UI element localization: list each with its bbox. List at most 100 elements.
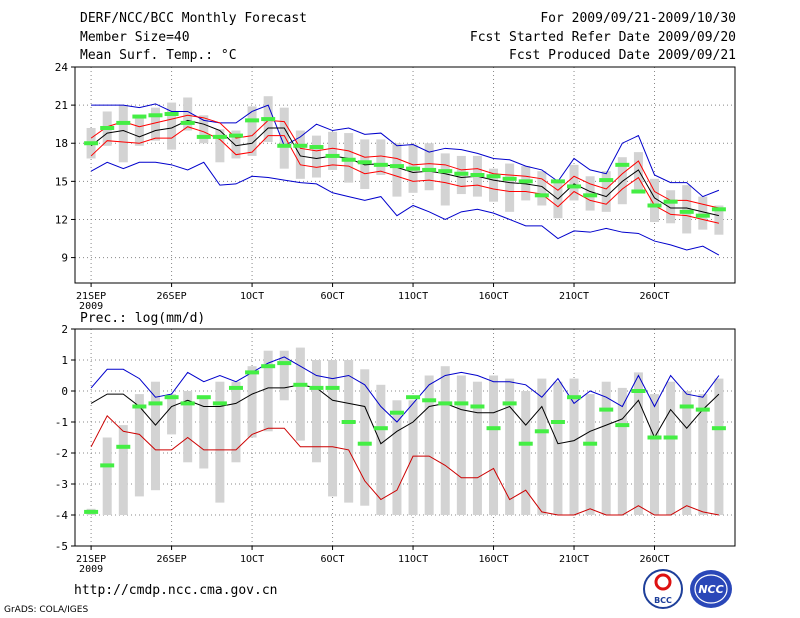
temp-year-label: 2009: [79, 301, 103, 312]
prec-range-box: [167, 394, 177, 435]
temp-xtick-label: 16OCT: [478, 291, 508, 302]
temp-xtick-label: 1OCT: [240, 291, 264, 302]
temp-observation-marker: [454, 171, 469, 176]
temp-mean-line: [90, 119, 720, 217]
temp-observation-marker: [583, 193, 598, 198]
prec-observation-marker: [261, 364, 276, 369]
prec-range-box: [360, 369, 370, 506]
temp-range-box: [505, 163, 515, 212]
temp-observation-marker: [438, 169, 453, 174]
prec-observation-marker: [293, 382, 308, 387]
temp-observation-marker: [422, 167, 437, 172]
prec-range-box: [279, 350, 289, 401]
prec-observation-marker: [679, 404, 694, 409]
temp-observation-marker: [357, 160, 372, 165]
prec-xtick-label: 1OCT: [240, 554, 264, 565]
prec-xtick-label: 21OCT: [559, 554, 589, 565]
prec-observation-marker: [550, 420, 565, 424]
prec-range-box: [295, 347, 305, 441]
prec-observation-marker: [454, 401, 469, 406]
prec-observation-marker: [180, 401, 195, 406]
temp-range-box: [311, 135, 321, 178]
prec-xtick-label: 21SEP: [76, 554, 106, 565]
temp-observation-marker: [293, 143, 308, 148]
prec-frame: [74, 328, 736, 547]
prec-range-box: [263, 350, 273, 432]
temp-observation-marker: [245, 118, 260, 123]
temp-observation-marker: [567, 184, 582, 189]
forecast-produced: Fcst Produced Date 2009/09/21: [509, 48, 736, 63]
prec-observation-marker: [534, 429, 549, 434]
prec-observation-marker: [470, 404, 485, 409]
temp-observation-marker: [486, 174, 501, 179]
prec-range-box: [489, 375, 499, 515]
temp-range-box: [199, 115, 209, 144]
temp-range-box: [328, 131, 338, 170]
prec-range-box: [617, 387, 627, 515]
temp-range-box: [601, 171, 611, 212]
temp-observation-marker: [647, 203, 662, 208]
prec-xtick-label: 11OCT: [398, 554, 428, 565]
temp-ytick-label: 15: [55, 175, 68, 188]
temp-observation-marker: [470, 173, 485, 177]
prec-range-box: [633, 372, 643, 515]
prec-observation-marker: [422, 398, 437, 403]
website-url[interactable]: http://cmdp.ncc.cma.gov.cn: [74, 583, 278, 598]
temp-observation-marker: [550, 179, 565, 184]
prec-range-box: [328, 360, 338, 497]
prec-observation-marker: [438, 401, 453, 406]
prec-range-box: [456, 375, 466, 515]
temp-observation-marker: [599, 178, 614, 183]
temp-range-box: [376, 139, 386, 175]
prec-observation-marker: [711, 426, 726, 431]
temp-observation-marker: [679, 209, 694, 214]
prec-ytick-label: -2: [55, 447, 68, 460]
temp-observation-marker: [663, 199, 678, 204]
prec-observation-marker: [309, 385, 324, 390]
bcc-logo-text: BCC: [654, 596, 672, 605]
temp-panel: [71, 66, 736, 287]
temp-range-box: [569, 164, 579, 201]
prec-range-box: [714, 378, 724, 515]
prec-range-box: [424, 375, 434, 515]
prec-observation-marker: [212, 401, 227, 406]
prec-range-box: [199, 397, 209, 469]
temp-range-box: [617, 157, 627, 205]
temp-p90-line: [90, 114, 720, 209]
temp-observation-marker: [695, 213, 710, 218]
prec-observation-marker: [357, 441, 372, 446]
temp-observation-marker: [502, 176, 517, 181]
prec-observation-marker: [599, 407, 614, 412]
prec-range-box: [505, 378, 515, 515]
prec-range-box: [134, 394, 144, 497]
temp-range-box: [392, 143, 402, 197]
temp-observation-marker: [84, 141, 99, 146]
grads-credit: GrADS: COLA/IGES: [4, 605, 89, 615]
prec-range-box: [392, 400, 402, 515]
temp-observation-marker: [341, 157, 356, 162]
ncc-logo-text: NCC: [698, 583, 723, 596]
prec-observation-marker: [341, 420, 356, 424]
prec-ytick-label: -1: [55, 416, 68, 429]
temp-range-box: [424, 143, 434, 191]
prec-observation-marker: [245, 370, 260, 375]
prec-observation-marker: [116, 444, 131, 449]
prec-range-box: [698, 394, 708, 515]
temp-ytick-label: 18: [55, 137, 68, 150]
prec-observation-marker: [406, 395, 421, 400]
prec-observation-marker: [583, 441, 598, 446]
prec-observation-marker: [132, 404, 147, 409]
temp-observation-marker: [534, 193, 549, 198]
forecast-started: Fcst Started Refer Date 2009/09/20: [469, 30, 736, 45]
prec-ytick-label: 0: [61, 385, 68, 398]
temp-observation-marker: [100, 125, 115, 130]
temp-range-box: [537, 171, 547, 206]
temp-xtick-label: 6OCT: [321, 291, 345, 302]
prec-range-box: [585, 394, 595, 515]
temp-range-box: [650, 178, 660, 223]
temp-ytick-label: 12: [55, 213, 68, 226]
temp-observation-marker: [615, 162, 630, 167]
temp-range-box: [167, 102, 177, 150]
prec-observation-marker: [631, 389, 646, 393]
